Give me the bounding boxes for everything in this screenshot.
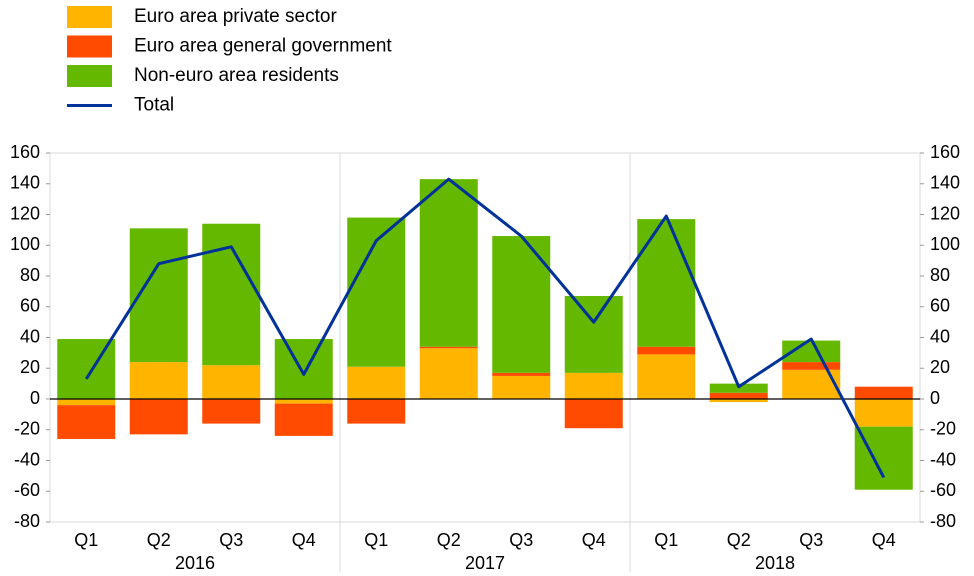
y-tick-label: -60	[14, 480, 40, 500]
y-tick-label: 0	[30, 388, 40, 408]
bar-segment	[419, 179, 478, 347]
y2-tick-label: -20	[930, 419, 956, 439]
bar-segment	[782, 362, 841, 370]
bar-segment	[129, 362, 188, 399]
bar-segment	[419, 348, 478, 399]
y2-tick-label: -80	[930, 511, 956, 531]
bar-segment	[347, 366, 406, 399]
y2-tick-label: 60	[930, 296, 950, 316]
x-tick-label: Q4	[582, 530, 606, 550]
x-tick-label: Q4	[872, 530, 896, 550]
bar-segment	[854, 386, 913, 399]
total-line	[84, 177, 886, 479]
x-group-label: 2016	[175, 553, 215, 573]
y-tick-label: 20	[20, 357, 40, 377]
x-tick-label: Q3	[219, 530, 243, 550]
y-tick-label: -20	[14, 419, 40, 439]
y2-tick-label: -60	[930, 480, 956, 500]
bar-segment	[564, 295, 623, 373]
bar-segment	[57, 399, 116, 406]
bar-segment	[202, 365, 261, 399]
x-tick-label: Q2	[437, 530, 461, 550]
y2-tick-label: 80	[930, 265, 950, 285]
y-tick-label: 80	[20, 265, 40, 285]
bar-segment	[202, 223, 261, 366]
y-tick-label: -40	[14, 449, 40, 469]
legend-swatch	[67, 6, 112, 28]
bar-segment	[709, 399, 768, 403]
bar-segment	[709, 392, 768, 399]
bar-segment	[782, 340, 841, 363]
bar-segment	[57, 405, 116, 439]
legend-label: Euro area general government	[134, 36, 392, 57]
bar-segment	[637, 346, 696, 355]
bar-segment	[854, 426, 913, 490]
y2-tick-label: 100	[930, 234, 960, 254]
bar-segment	[492, 372, 551, 376]
y-tick-label: 140	[10, 173, 40, 193]
y2-tick-label: 40	[930, 326, 950, 346]
y2-tick-label: 140	[930, 173, 960, 193]
x-tick-label: Q2	[147, 530, 171, 550]
x-group-label: 2018	[755, 553, 795, 573]
x-tick-label: Q1	[364, 530, 388, 550]
legend-swatch	[67, 35, 112, 58]
y-tick-label: 100	[10, 234, 40, 254]
y-tick-label: 60	[20, 296, 40, 316]
bar-segment	[854, 399, 913, 427]
y2-tick-label: -40	[930, 449, 956, 469]
x-tick-label: Q3	[799, 530, 823, 550]
x-tick-label: Q3	[509, 530, 533, 550]
bar-segment	[564, 372, 623, 399]
legend-swatch	[67, 65, 112, 87]
y-tick-label: 160	[10, 142, 40, 162]
y2-tick-label: 20	[930, 357, 950, 377]
bar-segment	[782, 369, 841, 399]
legend-label: Total	[134, 95, 174, 116]
bar-segment	[492, 375, 551, 399]
bar-segment	[419, 346, 478, 349]
bar-segment	[637, 219, 696, 347]
bar-segment	[637, 354, 696, 399]
x-group-label: 2017	[465, 553, 505, 573]
bar-segment	[274, 399, 333, 404]
y-tick-label: 40	[20, 326, 40, 346]
x-tick-label: Q2	[727, 530, 751, 550]
y2-tick-label: 120	[930, 203, 960, 223]
legend-label: Euro area private sector	[134, 6, 337, 27]
x-tick-label: Q1	[654, 530, 678, 550]
y-tick-label: 120	[10, 203, 40, 223]
bar-segment	[492, 236, 551, 373]
bar-segment	[709, 383, 768, 393]
bar-segment	[274, 339, 333, 399]
legend-label: Non-euro area residents	[134, 65, 339, 86]
bar-segment	[274, 403, 333, 436]
y2-tick-label: 160	[930, 142, 960, 162]
bar-segment	[347, 399, 406, 424]
x-tick-label: Q4	[292, 530, 316, 550]
y-tick-label: -80	[14, 511, 40, 531]
bar-segment	[564, 399, 623, 429]
x-tick-label: Q1	[74, 530, 98, 550]
bar-segment	[202, 399, 261, 424]
y2-tick-label: 0	[930, 388, 940, 408]
bar-segment	[129, 399, 188, 435]
